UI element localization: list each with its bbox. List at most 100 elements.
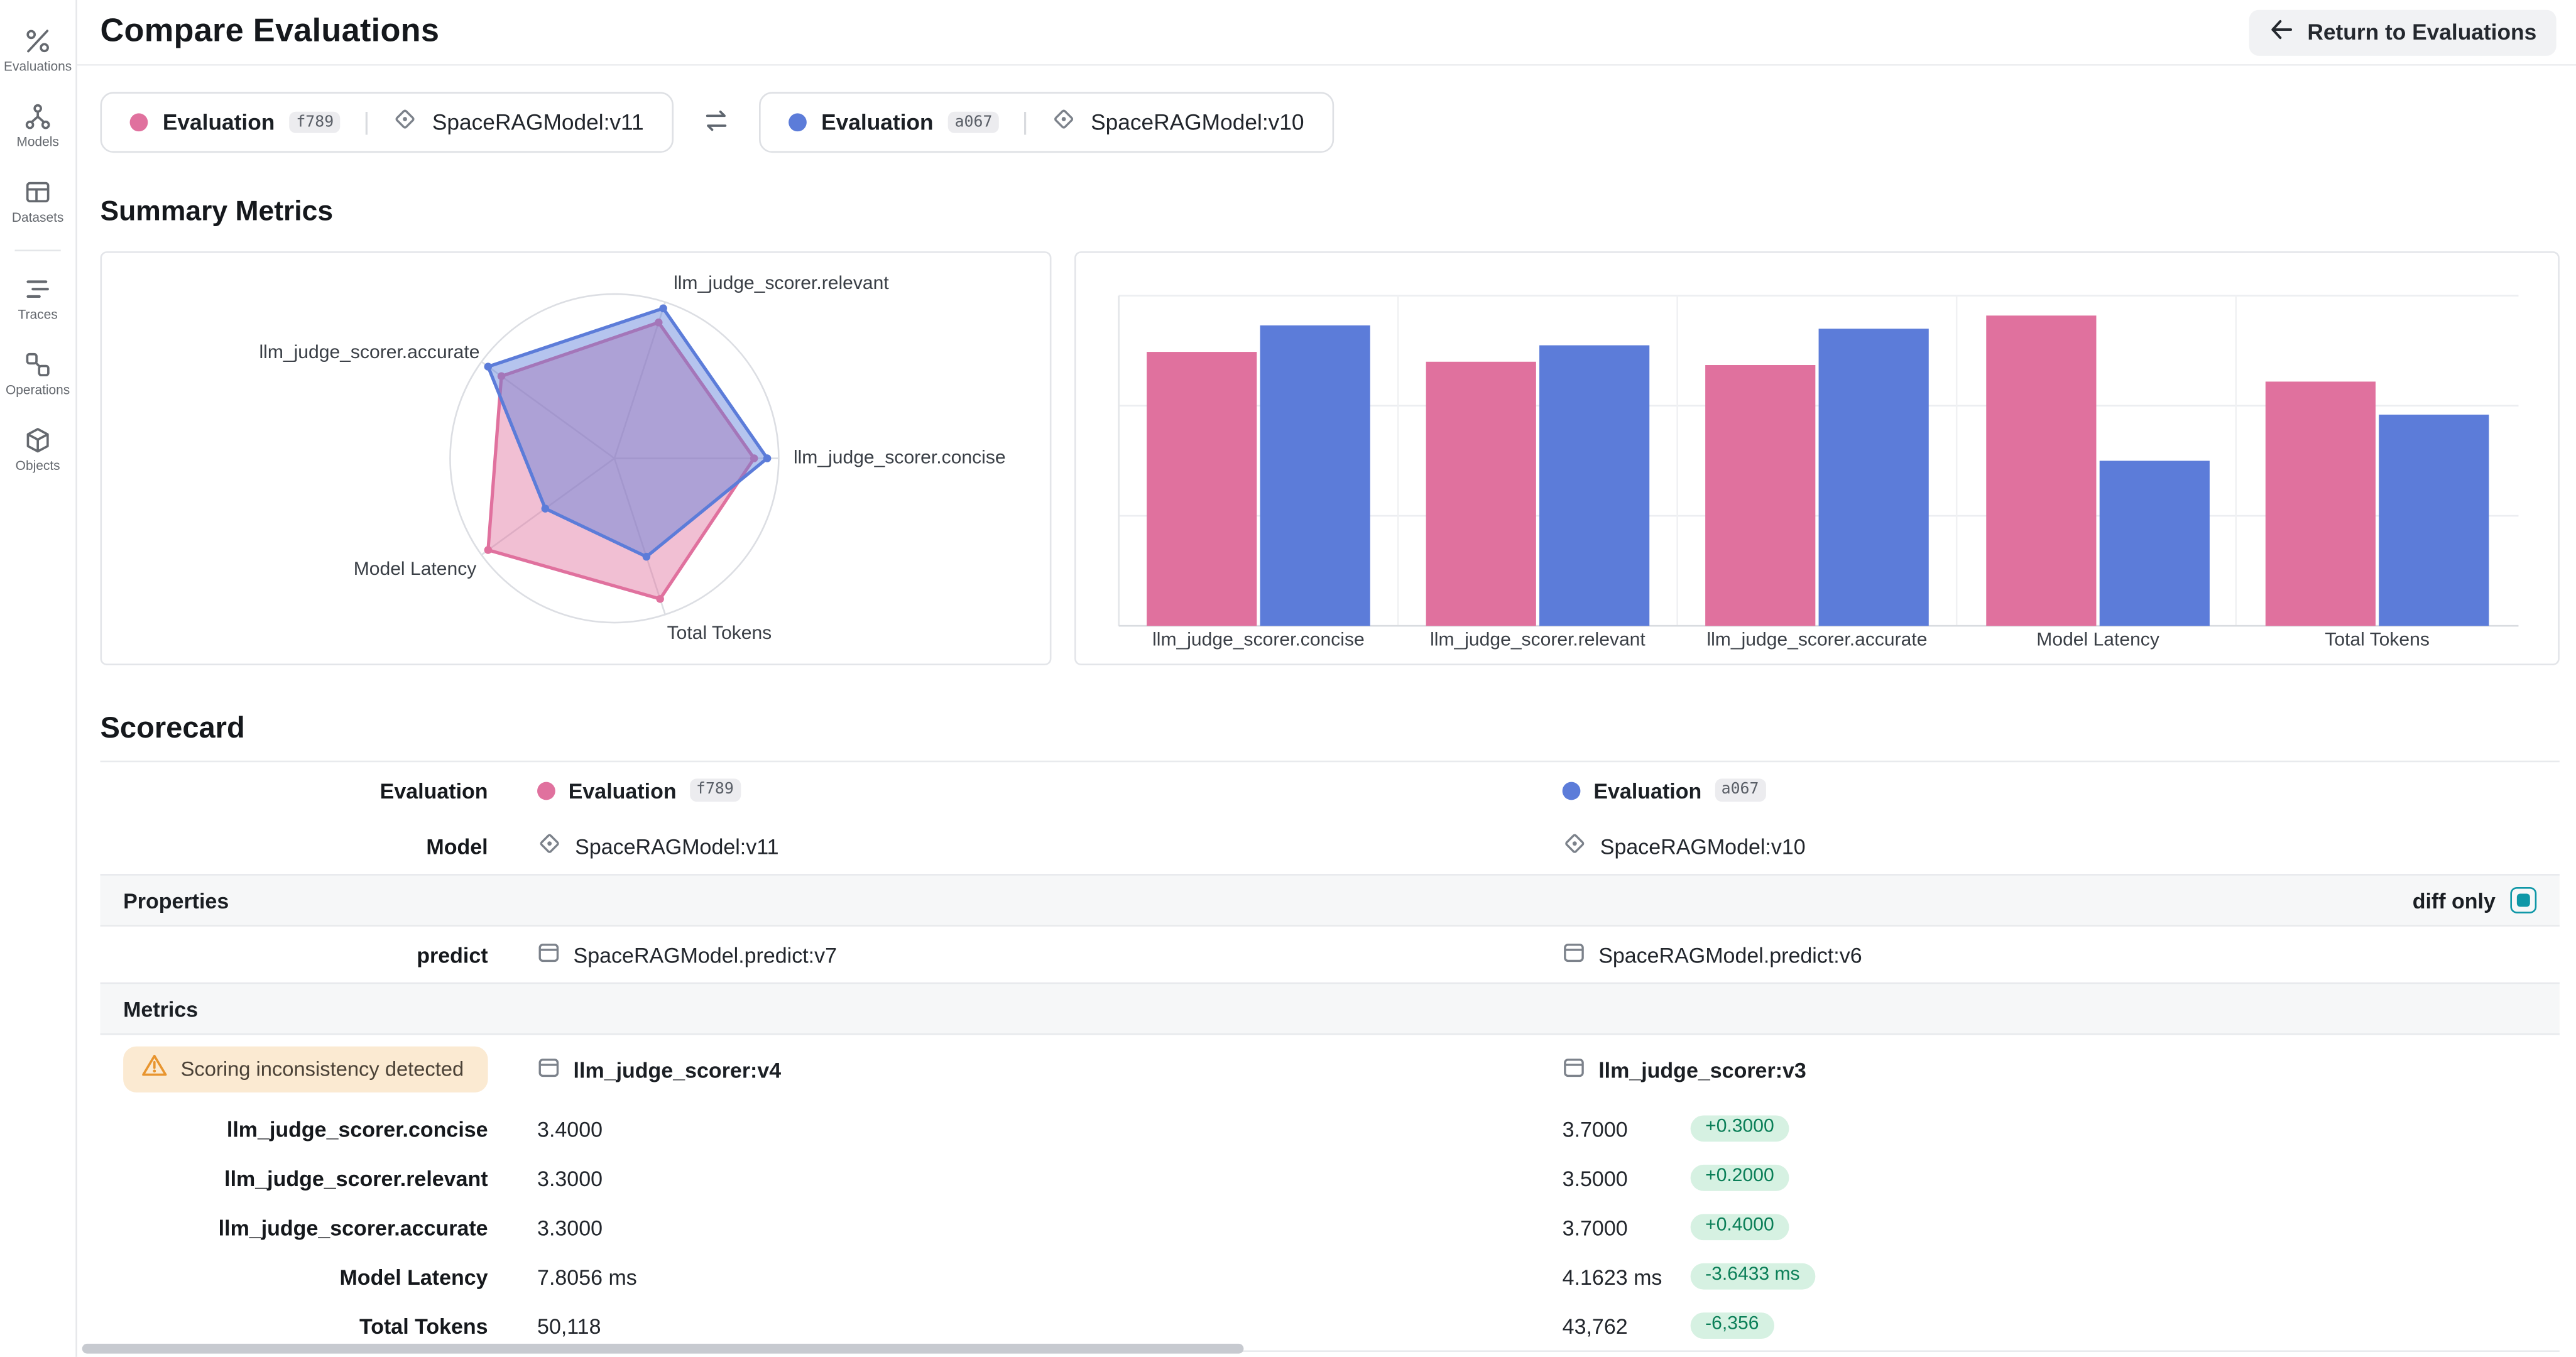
summary-metrics-heading: Summary Metrics bbox=[100, 195, 334, 227]
sidebar-item-evaluations[interactable]: Evaluations bbox=[0, 13, 75, 89]
return-button-label: Return to Evaluations bbox=[2307, 19, 2537, 45]
datasets-icon bbox=[23, 177, 53, 207]
radar-vertex-dot bbox=[656, 595, 664, 603]
metric-label: llm_judge_scorer.concise bbox=[226, 1116, 488, 1141]
page-title: Compare Evaluations bbox=[100, 13, 440, 50]
evaluation-name: Evaluation bbox=[568, 778, 677, 803]
radar-vertex-dot bbox=[750, 454, 758, 462]
compare-selector-row: Evaluation f789 | SpaceRAGModel:v11 Eval… bbox=[100, 92, 2560, 153]
sidebar-item-traces[interactable]: Traces bbox=[0, 261, 75, 337]
scorer-cell-right[interactable]: llm_judge_scorer:v3 bbox=[1513, 1055, 2560, 1083]
evaluation-pill-left[interactable]: Evaluation f789 | SpaceRAGModel:v11 bbox=[100, 92, 674, 153]
evaluation-name: Evaluation bbox=[162, 110, 275, 135]
diff-only-toggle[interactable]: diff only bbox=[2412, 886, 2537, 913]
metrics-section-header: Metrics bbox=[100, 982, 2560, 1035]
predict-cell-left[interactable]: SpaceRAGModel.predict:v7 bbox=[488, 940, 1514, 968]
radar-vertex-dot bbox=[659, 304, 667, 313]
model-name: SpaceRAGModel:v11 bbox=[432, 110, 644, 135]
sidebar-item-datasets[interactable]: Datasets bbox=[0, 164, 75, 239]
metric-row-concise: llm_judge_scorer.concise 3.4000 3.7000 +… bbox=[101, 1104, 2560, 1153]
bar-chart-panel: llm_judge_scorer.concise llm_judge_score… bbox=[1074, 251, 2560, 665]
sidebar-item-operations[interactable]: Operations bbox=[0, 337, 75, 412]
grouped-bar-chart bbox=[1118, 295, 2519, 627]
metric-value-left: 3.4000 bbox=[537, 1116, 603, 1141]
sidebar-item-label: Traces bbox=[18, 307, 58, 322]
objects-icon bbox=[23, 425, 53, 455]
radar-vertex-dot bbox=[484, 546, 493, 554]
radar-vertex-dot bbox=[541, 504, 550, 513]
row-label: Model bbox=[426, 834, 488, 859]
diff-only-label: diff only bbox=[2412, 888, 2496, 913]
bar-right-1 bbox=[1539, 345, 1650, 626]
sidebar-item-models[interactable]: Models bbox=[0, 89, 75, 164]
summary-charts-row: llm_judge_scorer.relevant llm_judge_scor… bbox=[100, 251, 2560, 665]
op-ref: SpaceRAGModel.predict:v6 bbox=[1598, 942, 1862, 967]
evaluation-version-badge: f789 bbox=[289, 111, 341, 134]
op-icon bbox=[537, 940, 560, 968]
predict-cell-right[interactable]: SpaceRAGModel.predict:v6 bbox=[1513, 940, 2560, 968]
section-label: Metrics bbox=[123, 996, 199, 1022]
metric-delta-badge: +0.4000 bbox=[1690, 1213, 1789, 1241]
radar-spoke bbox=[613, 302, 666, 459]
bar-category-label: llm_judge_scorer.concise bbox=[1152, 631, 1365, 651]
radar-vertex-dot bbox=[484, 362, 493, 371]
model-diamond-icon bbox=[537, 831, 562, 861]
scorer-warning-cell: Scoring inconsistency detected bbox=[101, 1046, 488, 1093]
sidebar-item-label: Datasets bbox=[11, 210, 64, 226]
scorecard-heading: Scorecard bbox=[100, 711, 245, 744]
bar-left-3 bbox=[1986, 315, 2097, 626]
top-bar: Compare Evaluations Return to Evaluation… bbox=[77, 0, 2576, 66]
metric-value-right: 43,762 bbox=[1562, 1313, 1628, 1338]
swap-evaluations-button[interactable] bbox=[674, 107, 759, 137]
metric-value-right: 3.7000 bbox=[1562, 1214, 1628, 1240]
pill-separator: | bbox=[1022, 108, 1029, 137]
op-ref: SpaceRAGModel.predict:v7 bbox=[573, 942, 838, 967]
scorer-cell-left[interactable]: llm_judge_scorer:v4 bbox=[488, 1055, 1514, 1083]
row-label: predict bbox=[417, 942, 488, 967]
return-to-evaluations-button[interactable]: Return to Evaluations bbox=[2249, 9, 2557, 55]
swap-icon bbox=[701, 107, 731, 137]
radar-series-0 bbox=[486, 320, 756, 601]
sidebar-item-label: Objects bbox=[15, 458, 60, 474]
bar-right-2 bbox=[1818, 329, 1929, 626]
bar-left-0 bbox=[1147, 352, 1257, 626]
radar-vertex-dot bbox=[642, 552, 651, 561]
metric-value-left: 3.3000 bbox=[537, 1165, 603, 1191]
evaluation-cell-left[interactable]: Evaluation f789 bbox=[488, 778, 1514, 802]
evaluation-version-badge: a067 bbox=[948, 111, 999, 134]
scorecard-row-scorer: Scoring inconsistency detected llm_judge… bbox=[101, 1035, 2560, 1104]
evaluation-pill-right[interactable]: Evaluation a067 | SpaceRAGModel:v10 bbox=[758, 92, 1334, 153]
model-name: SpaceRAGModel:v11 bbox=[575, 834, 779, 859]
bar-category-label: llm_judge_scorer.accurate bbox=[1706, 631, 1928, 651]
metric-value-left: 3.3000 bbox=[537, 1214, 603, 1240]
model-cell-right[interactable]: SpaceRAGModel:v10 bbox=[1513, 831, 2560, 861]
radar-axis-label: Model Latency bbox=[353, 560, 477, 580]
scorecard-row-model: Model SpaceRAGModel:v11 SpaceRAGModel:v1… bbox=[101, 818, 2560, 874]
metric-delta-badge: +0.3000 bbox=[1690, 1114, 1789, 1142]
radar-vertex-dot bbox=[654, 319, 663, 327]
radar-vertex-dot bbox=[763, 454, 772, 462]
series-color-dot-pink bbox=[537, 781, 555, 800]
model-diamond-icon bbox=[393, 106, 417, 139]
evaluation-name: Evaluation bbox=[821, 110, 934, 135]
models-icon bbox=[23, 102, 53, 131]
scorer-ref: llm_judge_scorer:v3 bbox=[1598, 1057, 1806, 1082]
evaluation-cell-right[interactable]: Evaluation a067 bbox=[1513, 778, 2560, 802]
radar-chart bbox=[449, 293, 780, 624]
scoring-inconsistency-warning: Scoring inconsistency detected bbox=[123, 1046, 488, 1093]
metric-value-left: 50,118 bbox=[537, 1313, 601, 1338]
horizontal-scrollbar-thumb[interactable] bbox=[82, 1343, 1244, 1354]
row-label: Evaluation bbox=[379, 778, 488, 803]
radar-axis-label: llm_judge_scorer.accurate bbox=[259, 343, 480, 363]
horizontal-scrollbar bbox=[77, 1341, 2576, 1357]
model-cell-left[interactable]: SpaceRAGModel:v11 bbox=[488, 831, 1514, 861]
series-color-dot-blue bbox=[788, 113, 807, 132]
metric-label: Model Latency bbox=[339, 1264, 488, 1289]
traces-icon bbox=[23, 275, 53, 304]
sidebar-item-objects[interactable]: Objects bbox=[0, 412, 75, 488]
radar-axis-label: Total Tokens bbox=[667, 624, 772, 644]
bar-category-label: Model Latency bbox=[2036, 631, 2159, 651]
warning-triangle-icon bbox=[141, 1053, 168, 1086]
evaluation-version-badge: f789 bbox=[689, 779, 741, 802]
